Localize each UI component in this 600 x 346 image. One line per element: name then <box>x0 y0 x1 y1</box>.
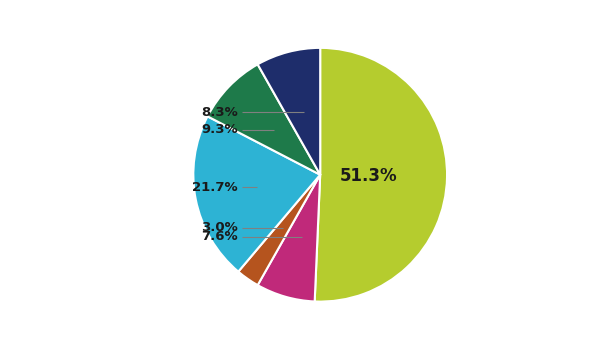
Text: 8.3%: 8.3% <box>201 106 238 119</box>
Wedge shape <box>314 48 447 302</box>
Wedge shape <box>257 175 320 301</box>
Text: 9.3%: 9.3% <box>201 123 238 136</box>
Wedge shape <box>193 116 320 272</box>
Wedge shape <box>208 64 320 175</box>
Text: 21.7%: 21.7% <box>192 181 238 194</box>
Wedge shape <box>238 175 320 285</box>
Wedge shape <box>257 48 320 175</box>
Text: 7.6%: 7.6% <box>201 230 238 244</box>
Text: 51.3%: 51.3% <box>340 167 397 185</box>
Text: 3.0%: 3.0% <box>201 221 238 234</box>
